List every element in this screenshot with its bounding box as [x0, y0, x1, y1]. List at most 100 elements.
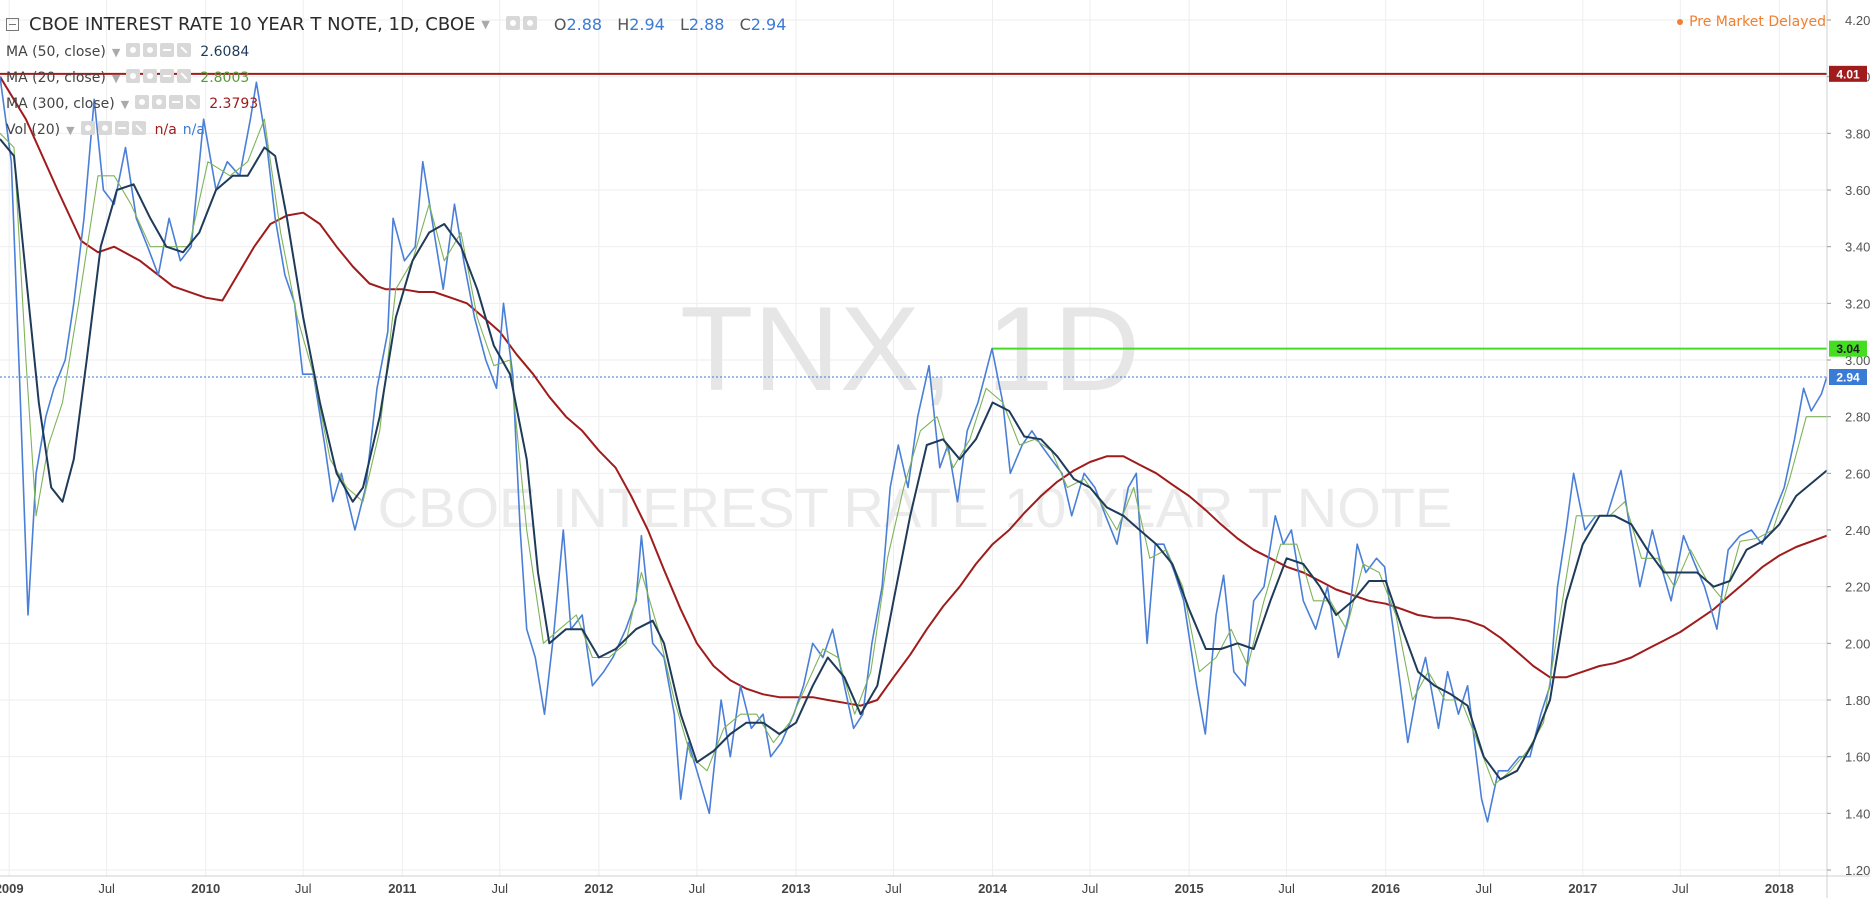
indicator-row-ma300[interactable]: MA (300, close) ▼ 2.3793: [6, 93, 258, 115]
time-tick-label: Jul: [1475, 881, 1492, 896]
series-line-price: [0, 76, 1828, 823]
price-tick-label: 2.20: [1845, 580, 1870, 595]
time-tick-label: Jul: [1672, 881, 1689, 896]
indicator-controls: [126, 69, 194, 87]
price-label-text: 2.94: [1836, 371, 1860, 385]
time-tick-label: 2012: [584, 881, 613, 896]
indicator-name: MA (20, close): [6, 70, 106, 86]
ohlc-open-value: 2.88: [566, 14, 603, 34]
plus-icon[interactable]: [169, 95, 184, 109]
chart-grid: [0, 0, 1827, 876]
indicator-value: 2.6084: [200, 44, 250, 60]
indicator-name: MA (50, close): [6, 44, 106, 60]
chart-watermark: TNX, 1D CBOE INTEREST RATE 10 YEAR T NOT…: [378, 282, 1453, 539]
gear-icon[interactable]: [143, 69, 158, 83]
symbol-title-row: CBOE INTEREST RATE 10 YEAR T NOTE, 1D, C…: [6, 13, 796, 35]
close-icon[interactable]: [177, 43, 192, 57]
price-tick-label: 1.40: [1845, 806, 1870, 821]
ohlc-high-value: 2.94: [629, 14, 665, 34]
series-line-ma20: [0, 118, 1827, 786]
time-tick-label: 2015: [1175, 881, 1204, 896]
ohlc-low-key: L: [679, 14, 689, 34]
time-tick-label: 2017: [1568, 881, 1597, 896]
chevron-down-icon[interactable]: ▼: [120, 97, 130, 111]
price-tick-label: 2.00: [1845, 636, 1870, 651]
time-tick-label: Jul: [1082, 881, 1099, 896]
eye-icon[interactable]: [505, 15, 520, 30]
indicator-controls: [80, 121, 149, 139]
eye-icon[interactable]: [135, 95, 150, 109]
ohlc-high-key: H: [617, 14, 630, 34]
time-tick-label: Jul: [885, 881, 902, 896]
price-tick-label: 1.60: [1845, 750, 1870, 765]
close-icon[interactable]: [186, 95, 201, 109]
time-tick-label: Jul: [295, 881, 312, 896]
plus-icon[interactable]: [114, 121, 129, 135]
price-tick-label: 2.80: [1845, 410, 1870, 425]
price-tick-label: 3.40: [1845, 240, 1870, 255]
plus-icon[interactable]: [160, 43, 175, 57]
close-icon[interactable]: [177, 69, 192, 83]
gear-icon[interactable]: [522, 15, 537, 30]
indicator-row-ma20[interactable]: MA (20, close) ▼ 2.8003: [6, 67, 249, 89]
collapse-legend-icon[interactable]: [6, 17, 19, 31]
gear-icon[interactable]: [143, 43, 158, 57]
series-line-ma50: [0, 138, 1828, 781]
price-tick-label: 3.20: [1845, 296, 1870, 311]
ohlc-close-value: 2.94: [750, 14, 787, 34]
price-label-box: [1829, 340, 1867, 357]
indicator-name: Vol (20): [6, 122, 61, 138]
gear-icon[interactable]: [97, 121, 112, 135]
indicator-value-2: n/a: [182, 122, 205, 138]
time-tick-label: 2011: [388, 881, 416, 896]
chevron-down-icon[interactable]: ▼: [111, 71, 121, 85]
ohlc-open-key: O: [553, 14, 567, 34]
indicator-value: 2.3793: [209, 96, 259, 112]
series-layer: [0, 76, 1828, 823]
price-axis[interactable]: 4.204.003.803.603.403.203.002.802.602.40…: [1826, 0, 1870, 898]
price-tick-label: 1.80: [1845, 693, 1870, 708]
time-tick-label: Jul: [98, 881, 115, 896]
time-tick-label: 2010: [191, 881, 220, 896]
price-tick-label: 3.80: [1845, 126, 1870, 141]
chevron-down-icon[interactable]: ▼: [66, 123, 75, 137]
indicator-row-vol[interactable]: Vol (20) ▼ n/a n/a: [6, 119, 205, 141]
horizontal-lines: [0, 72, 1827, 378]
gear-icon[interactable]: [152, 95, 167, 109]
eye-icon[interactable]: [126, 43, 141, 57]
series-controls: [505, 14, 540, 35]
indicator-name: MA (300, close): [6, 96, 115, 112]
eye-icon[interactable]: [80, 121, 95, 135]
market-status-text: Pre Market Delayed: [1689, 14, 1826, 30]
time-tick-label: Jul: [491, 881, 508, 896]
price-tick-label: 3.60: [1845, 183, 1870, 198]
price-tick-label: 2.40: [1845, 523, 1870, 538]
chevron-down-icon[interactable]: ▼: [481, 17, 490, 31]
plus-icon[interactable]: [160, 69, 175, 83]
price-tick-label: 1.20: [1845, 863, 1870, 878]
market-status: Pre Market Delayed: [1677, 14, 1826, 30]
time-tick-label: 2014: [978, 881, 1008, 896]
chevron-down-icon[interactable]: ▼: [111, 45, 121, 59]
status-dot-icon: [1677, 19, 1684, 25]
close-icon[interactable]: [131, 121, 146, 135]
price-tick-label: 2.60: [1845, 466, 1870, 481]
time-tick-label: 2013: [782, 881, 811, 896]
ohlc-close-key: C: [739, 14, 751, 34]
price-label-box: [1829, 65, 1867, 82]
indicator-row-ma50[interactable]: MA (50, close) ▼ 2.6084: [6, 41, 249, 63]
time-tick-label: 2009: [0, 881, 24, 896]
indicator-value: n/a: [154, 122, 177, 138]
series-line-ma300: [0, 76, 1828, 707]
symbol-title[interactable]: CBOE INTEREST RATE 10 YEAR T NOTE, 1D, C…: [29, 13, 476, 35]
price-label-text: 4.01: [1836, 67, 1860, 81]
time-axis[interactable]: 2009 Jul 2010 Jul 2011 Jul 2012 Jul 2013 Jul 2014 J…: [0, 875, 1870, 896]
ohlc-values: O2.88 H2.94 L2.88 C2.94: [554, 15, 797, 34]
time-tick-label: 2018: [1765, 881, 1794, 896]
eye-icon[interactable]: [126, 69, 141, 83]
price-tick-label: 3.00: [1845, 353, 1870, 368]
time-tick-label: Jul: [1278, 881, 1295, 896]
time-tick-label: Jul: [689, 881, 706, 896]
time-tick-label: 2016: [1371, 881, 1400, 896]
